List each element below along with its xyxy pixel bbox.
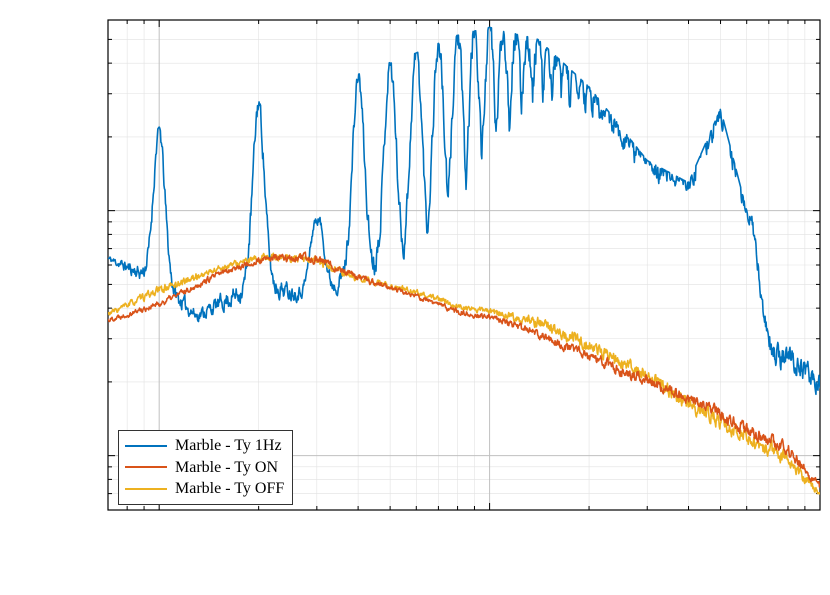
legend-swatch <box>125 488 167 490</box>
legend-entry: Marble - Ty ON <box>125 457 284 479</box>
legend-label: Marble - Ty 1Hz <box>175 435 282 457</box>
spectrum-chart: Marble - Ty 1HzMarble - Ty ONMarble - Ty… <box>0 0 830 590</box>
legend: Marble - Ty 1HzMarble - Ty ONMarble - Ty… <box>118 430 293 505</box>
legend-label: Marble - Ty ON <box>175 457 278 479</box>
legend-label: Marble - Ty OFF <box>175 478 284 500</box>
legend-swatch <box>125 445 167 447</box>
legend-entry: Marble - Ty 1Hz <box>125 435 284 457</box>
legend-swatch <box>125 466 167 468</box>
legend-entry: Marble - Ty OFF <box>125 478 284 500</box>
